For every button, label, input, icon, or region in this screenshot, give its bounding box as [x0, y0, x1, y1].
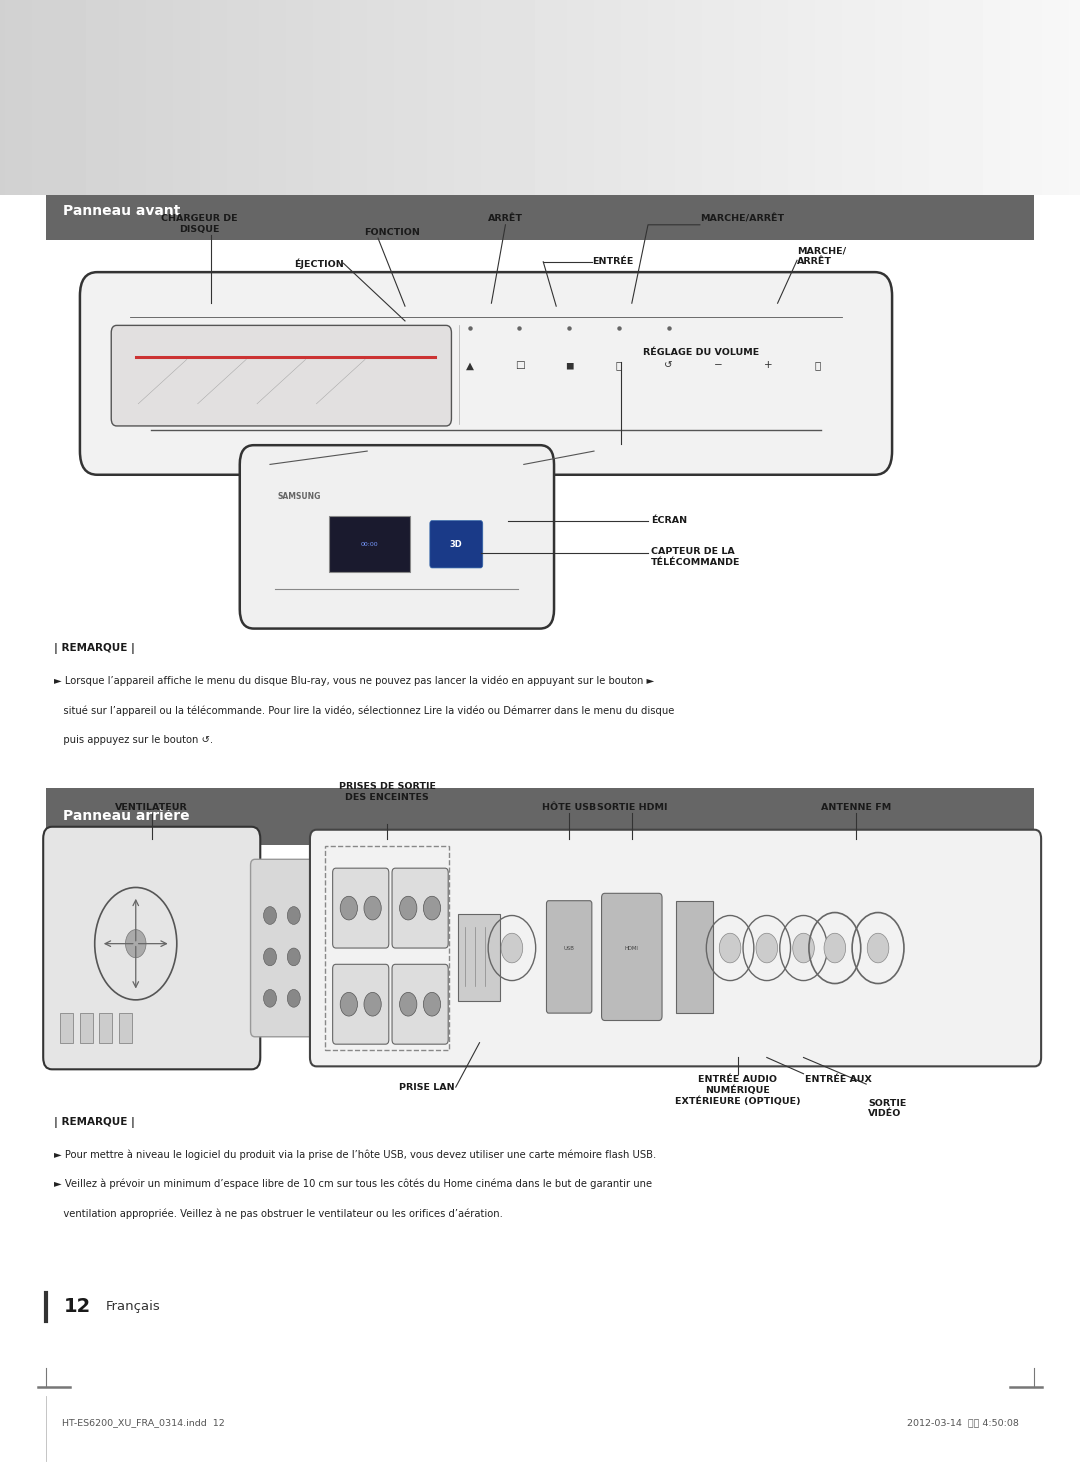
Text: SAMSUNG: SAMSUNG — [278, 493, 321, 501]
Text: ÉJECTION: ÉJECTION — [294, 257, 343, 269]
Text: ÉCRAN: ÉCRAN — [651, 516, 687, 525]
Text: ◼: ◼ — [565, 361, 573, 370]
FancyBboxPatch shape — [119, 1013, 132, 1043]
Circle shape — [340, 896, 357, 920]
Text: SORTIE HDMI: SORTIE HDMI — [596, 803, 667, 812]
Circle shape — [287, 948, 300, 966]
Circle shape — [400, 992, 417, 1016]
Text: ARRÊT: ARRÊT — [488, 214, 523, 223]
Circle shape — [400, 896, 417, 920]
Circle shape — [125, 930, 146, 958]
Text: ENTRÉE AUX: ENTRÉE AUX — [805, 1075, 872, 1084]
FancyBboxPatch shape — [392, 964, 448, 1044]
Text: ↺: ↺ — [664, 361, 673, 370]
FancyBboxPatch shape — [251, 859, 319, 1037]
Text: 00:00: 00:00 — [361, 541, 379, 547]
Circle shape — [264, 948, 276, 966]
Circle shape — [287, 989, 300, 1007]
FancyBboxPatch shape — [333, 868, 389, 948]
Circle shape — [264, 907, 276, 924]
Circle shape — [364, 992, 381, 1016]
Text: PRISE LAN: PRISE LAN — [399, 1083, 455, 1092]
Text: CAPTEUR DE LA
TÉLÉCOMMANDE: CAPTEUR DE LA TÉLÉCOMMANDE — [651, 547, 741, 566]
FancyBboxPatch shape — [46, 183, 1034, 240]
Text: ► Veillez à prévoir un minimum d’espace libre de 10 cm sur tous les côtés du Hom: ► Veillez à prévoir un minimum d’espace … — [54, 1179, 652, 1189]
Circle shape — [719, 933, 741, 963]
Text: MARCHE/ARRÊT: MARCHE/ARRÊT — [700, 214, 784, 223]
Text: ► Lorsque l’appareil affiche le menu du disque Blu-ray, vous ne pouvez pas lance: ► Lorsque l’appareil affiche le menu du … — [54, 676, 654, 686]
Text: 12: 12 — [64, 1297, 91, 1316]
FancyBboxPatch shape — [430, 521, 483, 568]
Text: SORTIE
VIDÉO: SORTIE VIDÉO — [868, 1099, 907, 1118]
Circle shape — [264, 989, 276, 1007]
FancyBboxPatch shape — [99, 1013, 112, 1043]
Text: RÉGLAGE DU VOLUME: RÉGLAGE DU VOLUME — [643, 348, 759, 356]
Text: HÔTE USB: HÔTE USB — [542, 803, 596, 812]
Circle shape — [423, 992, 441, 1016]
Circle shape — [793, 933, 814, 963]
Text: ANTENNE FM: ANTENNE FM — [821, 803, 892, 812]
Text: | REMARQUE |: | REMARQUE | — [54, 643, 135, 654]
FancyBboxPatch shape — [240, 445, 554, 629]
Text: ▲: ▲ — [465, 361, 474, 370]
FancyBboxPatch shape — [80, 272, 892, 475]
Text: ENTRÉE: ENTRÉE — [592, 257, 633, 266]
Text: 2012-03-14  오후 4:50:08: 2012-03-14 오후 4:50:08 — [906, 1418, 1018, 1427]
Text: −: − — [714, 361, 723, 370]
Text: MARCHE/
ARRÊT: MARCHE/ ARRÊT — [797, 246, 846, 266]
Text: +: + — [764, 361, 772, 370]
FancyBboxPatch shape — [60, 1013, 73, 1043]
Text: Panneau arrière: Panneau arrière — [63, 809, 189, 824]
FancyBboxPatch shape — [676, 901, 713, 1013]
Text: FONCTION: FONCTION — [364, 228, 420, 237]
Text: HDMI: HDMI — [625, 945, 638, 951]
FancyBboxPatch shape — [111, 325, 451, 426]
Circle shape — [824, 933, 846, 963]
Text: ventilation appropriée. Veillez à ne pas obstruer le ventilateur ou les orifices: ventilation appropriée. Veillez à ne pas… — [54, 1208, 503, 1219]
Circle shape — [364, 896, 381, 920]
FancyBboxPatch shape — [80, 1013, 93, 1043]
Text: USB: USB — [564, 945, 575, 951]
Circle shape — [756, 933, 778, 963]
Text: CHARGEUR DE
DISQUE: CHARGEUR DE DISQUE — [162, 214, 238, 234]
Text: ⏮: ⏮ — [616, 361, 622, 370]
Text: ⏻: ⏻ — [814, 361, 821, 370]
Text: | REMARQUE |: | REMARQUE | — [54, 1117, 135, 1127]
FancyBboxPatch shape — [310, 830, 1041, 1066]
Text: □: □ — [514, 361, 525, 370]
Text: Français: Français — [106, 1300, 161, 1313]
Text: 3D: 3D — [450, 540, 462, 549]
FancyBboxPatch shape — [392, 868, 448, 948]
Text: situé sur l’appareil ou la télécommande. Pour lire la vidéo, sélectionnez Lire l: situé sur l’appareil ou la télécommande.… — [54, 705, 674, 716]
Circle shape — [340, 992, 357, 1016]
Text: ENTRÉE AUDIO
NUMÉRIQUE
EXTÉRIEURE (OPTIQUE): ENTRÉE AUDIO NUMÉRIQUE EXTÉRIEURE (OPTIQ… — [675, 1075, 800, 1106]
Text: Panneau avant: Panneau avant — [63, 204, 180, 219]
Text: puis appuyez sur le bouton ↺.: puis appuyez sur le bouton ↺. — [54, 735, 213, 745]
Text: ► Pour mettre à niveau le logiciel du produit via la prise de l’hôte USB, vous d: ► Pour mettre à niveau le logiciel du pr… — [54, 1149, 657, 1160]
Text: HT-ES6200_XU_FRA_0314.indd  12: HT-ES6200_XU_FRA_0314.indd 12 — [62, 1418, 225, 1427]
FancyBboxPatch shape — [333, 964, 389, 1044]
Circle shape — [423, 896, 441, 920]
FancyBboxPatch shape — [546, 901, 592, 1013]
Circle shape — [867, 933, 889, 963]
FancyBboxPatch shape — [43, 827, 260, 1069]
Text: VENTILATEUR: VENTILATEUR — [116, 803, 188, 812]
FancyBboxPatch shape — [602, 893, 662, 1021]
Text: PRISES DE SORTIE
DES ENCEINTES: PRISES DE SORTIE DES ENCEINTES — [339, 782, 435, 802]
Circle shape — [501, 933, 523, 963]
Circle shape — [287, 907, 300, 924]
Text: Mise en Route: Mise en Route — [73, 138, 378, 179]
FancyBboxPatch shape — [329, 516, 410, 572]
FancyBboxPatch shape — [46, 788, 1034, 845]
FancyBboxPatch shape — [458, 914, 500, 1001]
